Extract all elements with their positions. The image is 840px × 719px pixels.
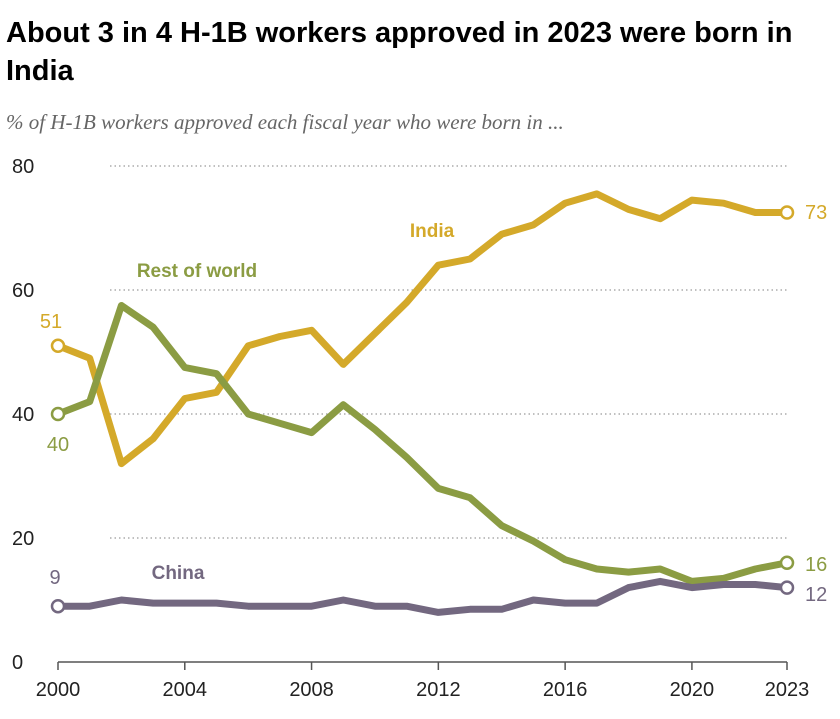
x-tick-label-2016: 2016 xyxy=(543,679,588,701)
y-tick-label-20: 20 xyxy=(12,528,34,550)
end-value-label-india: 73 xyxy=(805,202,827,224)
series-line-china xyxy=(54,577,791,616)
x-tick-label-2004: 2004 xyxy=(163,679,208,701)
end-value-label-rest-of-world: 16 xyxy=(805,554,827,576)
end-value-label-china: 12 xyxy=(805,584,827,606)
series-label-india: India xyxy=(410,221,455,242)
point-china-2000 xyxy=(50,598,66,614)
start-value-label-rest-of-world: 40 xyxy=(47,434,69,456)
point-india-2023 xyxy=(779,205,795,220)
x-axis xyxy=(57,661,788,670)
point-rest-of-world-2000 xyxy=(50,406,66,422)
series-line-india xyxy=(54,190,791,468)
y-tick-label-60: 60 xyxy=(12,280,34,302)
point-india-2000 xyxy=(50,338,66,354)
series-label-rest-of-world: Rest of world xyxy=(137,261,257,282)
chart-title: About 3 in 4 H-1B workers approved in 20… xyxy=(6,17,793,87)
x-tick-label-2000: 2000 xyxy=(36,679,81,701)
x-tick-label-2012: 2012 xyxy=(416,679,461,701)
grid-lines xyxy=(110,165,787,539)
point-china-2023 xyxy=(779,580,795,595)
chart-subtitle: % of H-1B workers approved each fiscal y… xyxy=(6,110,564,134)
point-rest-of-world-2023 xyxy=(779,555,795,571)
y-tick-label-80: 80 xyxy=(12,156,34,178)
y-tick-label-0: 0 xyxy=(12,652,23,674)
series-lines xyxy=(50,190,795,616)
x-tick-label-2020: 2020 xyxy=(670,679,715,701)
chart-labels: 0 20 40 60 80 2000 2004 2008 2012 2016 2020 2023 Ind… xyxy=(12,156,827,701)
series-line-rest-of-world xyxy=(54,302,791,585)
start-value-label-india: 51 xyxy=(40,311,62,333)
x-tick-label-2008: 2008 xyxy=(289,679,334,701)
start-value-label-china: 9 xyxy=(49,567,60,589)
y-tick-label-40: 40 xyxy=(12,404,34,426)
series-label-china: China xyxy=(152,563,205,584)
x-tick-label-2023: 2023 xyxy=(765,679,810,701)
